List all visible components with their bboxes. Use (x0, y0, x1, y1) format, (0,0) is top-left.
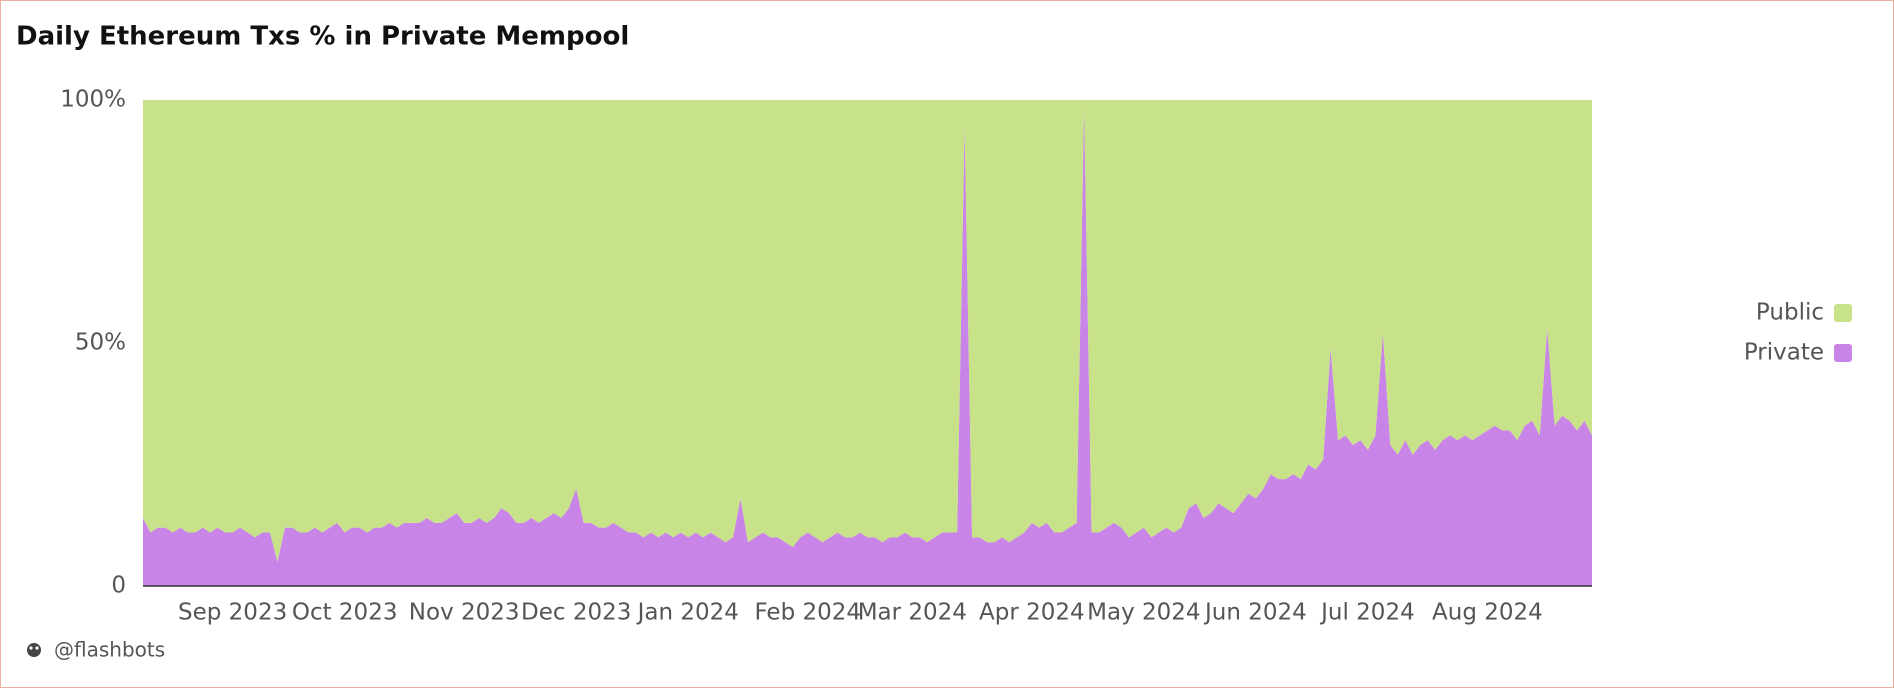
x-tick-label: May 2024 (1087, 600, 1200, 626)
y-tick-label: 100% (60, 87, 126, 113)
legend-label: Private (1744, 340, 1824, 366)
x-tick-label: Mar 2024 (858, 600, 967, 626)
x-tick-label: Dec 2023 (521, 600, 631, 626)
legend-swatch (1834, 344, 1852, 362)
x-tick-label: Jul 2024 (1319, 600, 1415, 626)
x-tick-label: Sep 2023 (178, 600, 287, 626)
area (143, 104, 1592, 587)
legend-label: Public (1756, 300, 1824, 326)
x-tick-label: Aug 2024 (1432, 600, 1543, 626)
x-tick-label: Oct 2023 (292, 600, 398, 626)
x-tick-label: Feb 2024 (754, 600, 861, 626)
x-tick-label: Jun 2024 (1203, 600, 1307, 626)
y-tick-label: 0 (111, 573, 126, 599)
y-tick-label: 50% (75, 330, 126, 356)
area (143, 100, 1592, 562)
legend-swatch (1834, 304, 1852, 322)
x-tick-label: Nov 2023 (409, 600, 520, 626)
chart-title: Daily Ethereum Txs % in Private Mempool (16, 22, 629, 52)
footer-text: @flashbots (54, 638, 165, 662)
x-tick-label: Apr 2024 (979, 600, 1085, 626)
x-tick-label: Jan 2024 (636, 600, 739, 626)
footer-icon (27, 643, 41, 657)
